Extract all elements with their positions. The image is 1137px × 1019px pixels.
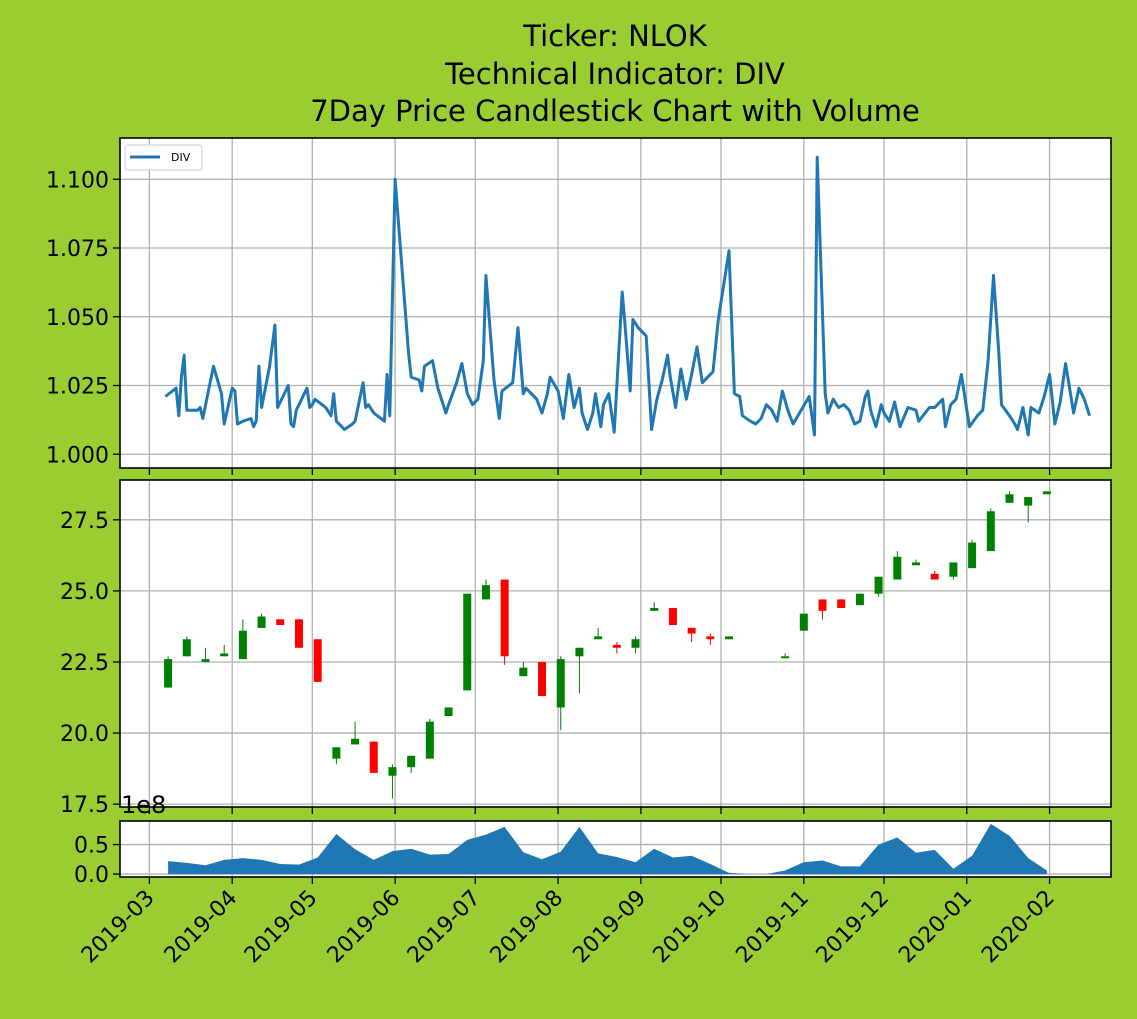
candle-body <box>650 607 659 611</box>
y-tick-label: 0.5 <box>74 834 109 859</box>
candle-body <box>612 644 621 648</box>
candle-body <box>481 585 490 600</box>
candle-body <box>687 627 696 634</box>
candle-body <box>575 647 584 657</box>
candle-body <box>781 656 790 659</box>
candle-body <box>463 593 472 691</box>
y-tick-label: 22.5 <box>60 651 109 676</box>
candle-body <box>874 576 883 594</box>
candle-body <box>930 573 939 580</box>
y-tick-label: 25.0 <box>60 580 109 605</box>
candle-body <box>986 511 995 552</box>
candle-body <box>444 707 453 717</box>
indicator-series <box>164 155 1092 437</box>
y-tick-label: 20.0 <box>60 722 109 747</box>
price-frame <box>119 479 1112 808</box>
candle-body <box>276 619 285 626</box>
y-tick-label: 1.050 <box>46 306 109 331</box>
candle-body <box>313 639 322 682</box>
candle-body <box>725 636 734 640</box>
price-y-axis: 17.5 20.0 22.5 25.0 27.5 <box>60 509 120 818</box>
volume-area <box>168 823 1047 875</box>
candle-body <box>1005 494 1014 503</box>
candle-body <box>351 738 360 745</box>
indicator-grid <box>120 138 1111 468</box>
candle-body <box>893 556 902 580</box>
candle-body <box>182 639 191 657</box>
candle-body <box>500 579 509 657</box>
candle-body <box>164 659 173 688</box>
candle-body <box>201 659 210 662</box>
candle-body <box>594 636 603 640</box>
candle-body <box>855 593 864 606</box>
volume-area-fill <box>168 823 1047 875</box>
y-tick-label: 1.075 <box>46 237 109 262</box>
volume-scale-label: 1e8 <box>121 791 166 819</box>
candle-body <box>706 636 715 640</box>
price-grid <box>120 480 1111 807</box>
div-series-line <box>164 155 1092 437</box>
indicator-frame <box>119 137 1112 469</box>
title-line-ticker: Ticker: NLOK <box>522 19 707 53</box>
y-tick-label: 17.5 <box>60 793 109 818</box>
indicator-panel: DIV 1.000 1.025 1.050 1.075 1.100 <box>46 137 1112 475</box>
candle-body <box>294 619 303 648</box>
candle-body <box>407 755 416 768</box>
candle-body <box>538 661 547 697</box>
candle-body <box>799 613 808 631</box>
y-tick-label: 27.5 <box>60 509 109 534</box>
title-line-chart: 7Day Price Candlestick Chart with Volume <box>310 94 920 128</box>
volume-y-axis: 0.00.5 <box>74 834 120 888</box>
title-line-indicator: Technical Indicator: DIV <box>444 57 785 91</box>
price-x-ticks <box>148 807 1051 814</box>
candle-body <box>388 767 397 776</box>
candle-body <box>369 741 378 773</box>
indicator-y-axis: 1.000 1.025 1.050 1.075 1.100 <box>46 168 120 468</box>
price-panel: 17.5 20.0 22.5 25.0 27.5 <box>60 479 1112 818</box>
y-tick-label: 1.100 <box>46 168 109 193</box>
candle-body <box>220 653 229 657</box>
candle-body <box>238 630 247 660</box>
candle-body <box>556 659 565 708</box>
candle-body <box>837 599 846 608</box>
indicator-x-ticks <box>148 468 1051 475</box>
candle-body <box>332 747 341 759</box>
legend-label-div: DIV <box>171 151 191 164</box>
y-tick-label: 1.025 <box>46 375 109 400</box>
candle-body <box>912 562 921 566</box>
candle-body <box>668 607 677 626</box>
candle-body <box>818 599 827 611</box>
legend-box <box>124 144 203 171</box>
candle-body <box>257 616 266 628</box>
price-candles <box>164 491 1051 799</box>
y-tick-label: 1.000 <box>46 443 109 468</box>
candle-body <box>631 639 640 648</box>
candle-body <box>1024 497 1033 506</box>
figure-title: Ticker: NLOK Technical Indicator: DIV 7D… <box>310 19 920 128</box>
candle-body <box>949 562 958 577</box>
candle-body <box>519 667 528 677</box>
indicator-legend: DIV <box>124 144 203 171</box>
volume-frame <box>119 820 1112 878</box>
price-plot-area <box>120 480 1111 807</box>
candle-body <box>1042 491 1051 495</box>
y-tick-label: 0.0 <box>74 863 109 888</box>
candle-body <box>968 542 977 569</box>
candle-body <box>425 721 434 759</box>
